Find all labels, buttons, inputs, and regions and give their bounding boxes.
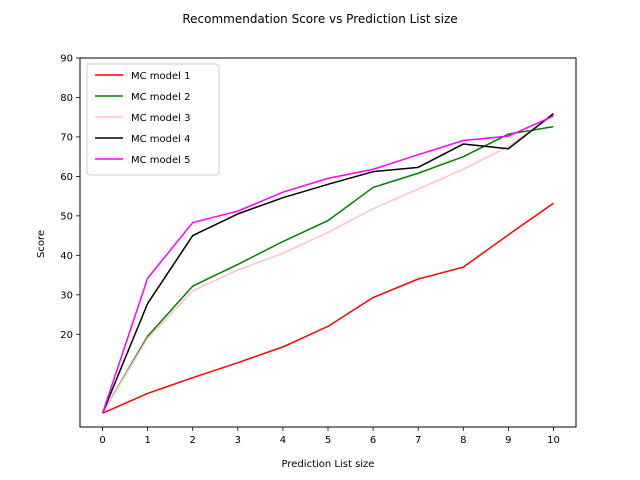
y-tick-label: 30 (60, 290, 73, 301)
legend-entry: MC model 4 (131, 134, 190, 145)
x-tick-label: 6 (370, 435, 376, 446)
x-tick-label: 10 (547, 435, 560, 446)
series-line-3 (101, 114, 554, 414)
y-tick-label: 70 (60, 132, 73, 143)
x-tick-label: 2 (190, 435, 196, 446)
plot-area: 0 1 2 3 4 5 6 7 8 9 10 20 30 40 50 60 70 80 90 (60, 54, 577, 446)
chart-title: Recommendation Score vs Prediction List … (182, 12, 457, 26)
x-tick-label: 8 (460, 435, 466, 446)
x-tick-label: 7 (415, 435, 421, 446)
legend: MC model 1 MC model 2 MC model 3 MC model 4… (86, 63, 220, 176)
y-tick-label: 60 (60, 172, 73, 183)
y-tick-label: 40 (60, 251, 73, 262)
legend-entry: MC model 3 (131, 113, 190, 124)
y-tick-label: 50 (60, 211, 73, 222)
x-tick-label: 0 (99, 435, 105, 446)
series-line-1 (102, 202, 554, 414)
legend-box (86, 63, 220, 176)
x-axis-label: Prediction List size (282, 459, 375, 470)
series-line-4 (101, 113, 554, 414)
y-axis-label: Score (36, 230, 47, 258)
legend-entry: MC model 1 (131, 71, 190, 82)
y-tick-label: 90 (60, 54, 73, 65)
x-tick-label: 5 (325, 435, 331, 446)
x-tick-label: 1 (144, 435, 150, 446)
y-tick-label: 20 (60, 330, 73, 341)
series-line-2 (101, 125, 554, 414)
y-tick-label: 80 (60, 93, 73, 104)
x-tick-label: 4 (280, 435, 286, 446)
x-tick-label: 3 (235, 435, 241, 446)
x-tick-label: 9 (505, 435, 511, 446)
legend-entry: MC model 5 (131, 155, 190, 166)
series-line-5 (101, 115, 554, 414)
legend-entry: MC model 2 (131, 92, 190, 103)
